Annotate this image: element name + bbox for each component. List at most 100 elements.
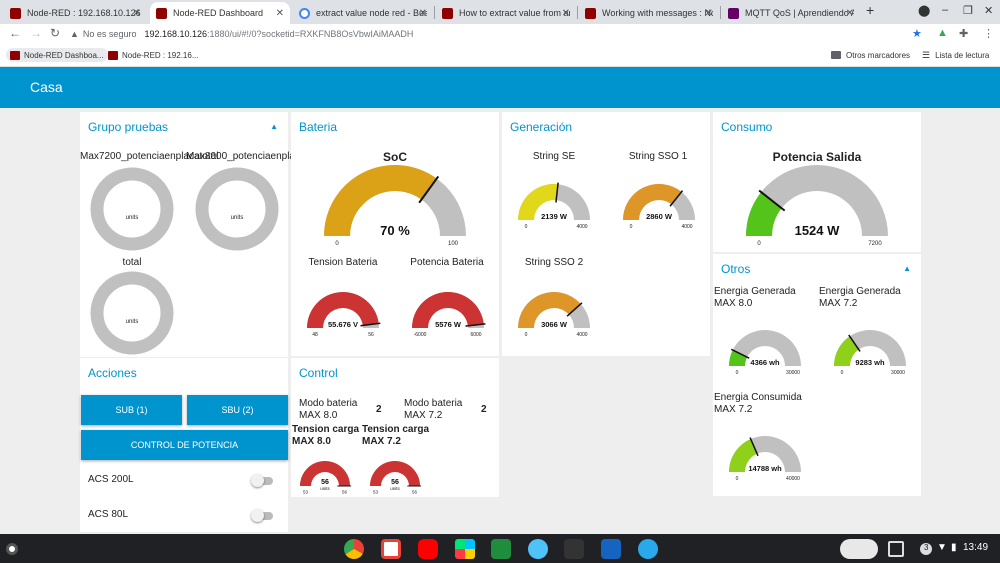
- modo-bateria-80-value: 2: [376, 404, 382, 415]
- folder-icon: [831, 51, 841, 59]
- close-icon[interactable]: ✕: [418, 7, 427, 19]
- browser-tab-1[interactable]: Node-RED Dashboard ✕: [150, 2, 290, 24]
- gauge-fill: [300, 461, 350, 486]
- wifi-icon[interactable]: ▼: [937, 542, 947, 553]
- battery-icon[interactable]: ▮: [951, 542, 957, 553]
- phone-hub-icon[interactable]: [888, 541, 904, 557]
- text-label: MAX 7.2: [819, 298, 858, 309]
- modo-bateria-80: Modo bateria MAX 8.0: [299, 398, 357, 422]
- switch-toggle[interactable]: [251, 509, 264, 522]
- group-consumo: Consumo Potencia Salida 1524 W 0 7200: [713, 112, 921, 252]
- vscode-icon[interactable]: [601, 539, 621, 559]
- nodered-icon: [585, 7, 596, 19]
- collapse-icon[interactable]: ▲: [903, 264, 911, 273]
- gauge-value: 55.676 V: [328, 320, 358, 329]
- donut-track: [90, 167, 174, 251]
- gauge-label: String SSO 2: [524, 257, 584, 268]
- address-bar[interactable]: ▲ No es seguro 192.168.10.126 :1880/ui/#…: [70, 26, 920, 42]
- tension-carga-80-gauge: 56 units 53 56: [300, 461, 352, 495]
- gauge-min: 53: [303, 490, 309, 495]
- gauge-max: 7200: [868, 241, 882, 247]
- modo-bateria-72-value: 2: [481, 404, 487, 415]
- other-bookmarks[interactable]: Otros marcadores: [827, 48, 914, 62]
- gauge-min: -6000: [414, 332, 427, 338]
- youtube-icon[interactable]: [418, 539, 438, 559]
- gauge-units: units: [390, 486, 400, 491]
- modo-bateria-72: Modo bateria MAX 7.2: [404, 398, 462, 422]
- menu-kebab-icon[interactable]: ⋮: [983, 28, 994, 40]
- back-icon[interactable]: ←: [9, 26, 21, 40]
- donut-gauge-max8000: units: [195, 167, 279, 251]
- new-tab-button[interactable]: +: [866, 2, 875, 18]
- gauge-value: 1524 W: [795, 223, 841, 238]
- terminal-icon[interactable]: [564, 539, 584, 559]
- tab-search-icon[interactable]: ⬤: [918, 5, 931, 17]
- browser-tab-3[interactable]: How to extract value from an ✕: [436, 2, 576, 24]
- bookmark-item[interactable]: Node-RED Dashboa...: [6, 48, 108, 62]
- switch-label: ACS 200L: [88, 474, 134, 485]
- sbu-button[interactable]: SBU (2): [187, 395, 288, 425]
- browser-tab-4[interactable]: Working with messages : No ✕: [579, 2, 719, 24]
- notification-badge[interactable]: [920, 543, 932, 555]
- tray-widget-icon[interactable]: [840, 539, 878, 559]
- tension-carga-72: Tension carga MAX 7.2: [362, 424, 429, 448]
- energia-consumida-72-label: Energia Consumida MAX 7.2: [714, 392, 802, 416]
- close-icon[interactable]: ✕: [561, 7, 570, 19]
- close-window-icon[interactable]: ✕: [984, 5, 994, 17]
- switch-toggle[interactable]: [251, 474, 264, 487]
- url-host: 192.168.10.126: [144, 29, 208, 39]
- close-icon[interactable]: ✕: [275, 7, 284, 19]
- gauge-fill: [412, 292, 484, 328]
- close-icon[interactable]: ✕: [132, 7, 141, 19]
- reading-list[interactable]: ☰ Lista de lectura: [918, 48, 993, 62]
- bookmark-label: Node-RED : 192.16...: [122, 50, 199, 60]
- warning-icon[interactable]: ▲: [70, 29, 79, 39]
- bookmark-star-icon[interactable]: ★: [912, 28, 922, 40]
- security-status[interactable]: No es seguro: [82, 29, 137, 39]
- os-taskbar: 3 ▼ ▮ 13:49: [0, 534, 1000, 563]
- address-toolbar: ← → ↻ ▲ No es seguro 192.168.10.126 :188…: [0, 24, 1000, 44]
- gauge-label: Potencia Salida: [772, 150, 862, 164]
- group-bateria: Bateria SoC 70 % 0 100 Tension Bateria P…: [291, 112, 499, 356]
- gauge-units: units: [320, 486, 330, 491]
- browser-tab-0[interactable]: Node-RED : 192.168.10.126 ✕: [4, 2, 147, 24]
- tab-separator: [577, 6, 578, 19]
- gauge-value: 4366 wh: [750, 358, 780, 367]
- potencia-bateria-gauge: 5576 W -6000 6000: [412, 292, 486, 338]
- collapse-icon[interactable]: ▲: [270, 122, 278, 131]
- switch-row-acs200[interactable]: ACS 200L: [80, 466, 288, 496]
- minimize-icon[interactable]: –: [942, 4, 949, 16]
- gmail-icon[interactable]: [381, 539, 401, 559]
- gauge-max: 100: [448, 241, 459, 247]
- tension-carga-72-gauge: 56 units 53 56: [370, 461, 422, 495]
- sheets-icon[interactable]: [491, 539, 511, 559]
- gauge-needle: [360, 322, 381, 327]
- reload-icon[interactable]: ↻: [50, 26, 61, 40]
- browser-tab-strip: Node-RED : 192.168.10.126 ✕ Node-RED Das…: [0, 0, 1000, 24]
- close-icon[interactable]: ✕: [704, 7, 713, 19]
- browser-tab-2[interactable]: extract value node red - Busc ✕: [293, 2, 433, 24]
- tab-title: How to extract value from an: [459, 8, 570, 18]
- restore-icon[interactable]: ❐: [963, 5, 973, 17]
- play-store-icon[interactable]: [455, 539, 475, 559]
- clock[interactable]: 13:49: [963, 542, 989, 553]
- control-potencia-button[interactable]: CONTROL DE POTENCIA: [81, 430, 288, 460]
- sub-button[interactable]: SUB (1): [81, 395, 182, 425]
- gauge-min: 48: [312, 332, 318, 338]
- bookmark-item[interactable]: Node-RED : 192.16...: [104, 48, 202, 62]
- gauge-value: 70 %: [380, 223, 410, 238]
- launcher-icon[interactable]: [6, 543, 18, 555]
- switch-row-acs80[interactable]: ACS 80L: [80, 501, 288, 531]
- gauge-needle: [465, 323, 486, 327]
- extensions-puzzle-icon[interactable]: ✚: [959, 28, 969, 40]
- telegram-icon[interactable]: [638, 539, 658, 559]
- drive-extension-icon[interactable]: ▲: [937, 27, 948, 39]
- gauge-max: 4000: [576, 224, 587, 230]
- close-icon[interactable]: ✕: [845, 7, 854, 19]
- chrome-icon[interactable]: [344, 539, 364, 559]
- forward-icon[interactable]: →: [30, 26, 42, 40]
- gauge-max: 40000: [786, 476, 800, 482]
- weather-icon[interactable]: [528, 539, 548, 559]
- gauge-value: 56: [321, 479, 329, 486]
- browser-tab-5[interactable]: MQTT QoS | Aprendiendo Ar ✕: [722, 2, 860, 24]
